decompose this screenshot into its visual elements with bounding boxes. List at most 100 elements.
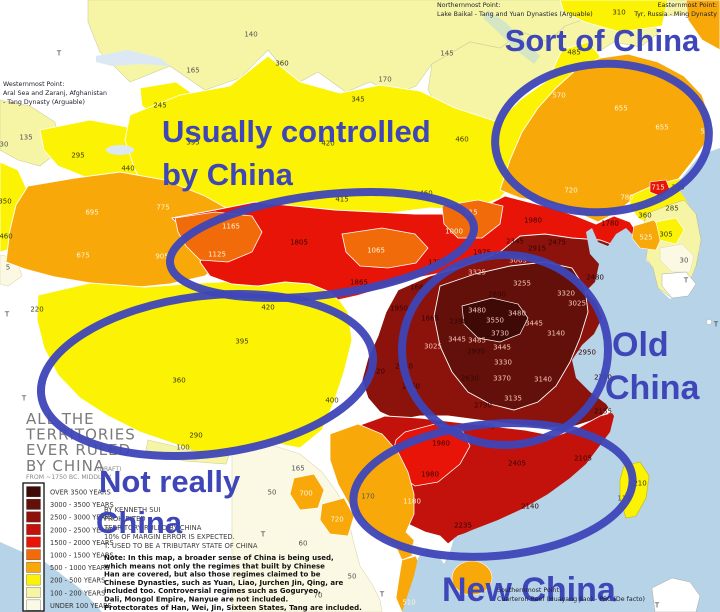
region-years-value: 70 (314, 592, 323, 600)
legend-item-label: 2500 - 3000 YEARS (50, 514, 114, 522)
region-years-value: 3325 (468, 269, 486, 277)
region-years-value: 360 (172, 377, 185, 385)
legend-item-label: 100 - 200 YEARS (50, 589, 105, 597)
region-years-value: 165 (291, 465, 304, 473)
region-years-value: 3255 (513, 280, 531, 288)
legend-swatch (26, 486, 41, 498)
region-years-value: 1950 (390, 305, 408, 313)
region-years-value: T (654, 602, 660, 610)
region-years-value: 460 (455, 136, 468, 144)
region-years-value: 3320 (557, 290, 575, 298)
region-years-value: 3480 (468, 307, 486, 315)
region-years-value: 1865 (350, 279, 368, 287)
region-years-value: 2480 (586, 274, 604, 282)
region-years-value: 3025 (424, 343, 442, 351)
annotation-texts: Sort of China Usually controlled by China O… (96, 23, 701, 609)
west-point-note-line: - Tang Dynasty (Arguable) (3, 99, 85, 106)
region-years-value: 780 (620, 194, 633, 202)
ryukyu-island (706, 319, 712, 325)
lake-baikal (483, 10, 540, 64)
region-years-value: 3135 (504, 395, 522, 403)
region-years-value: 905 (155, 253, 168, 261)
region-years-value: 1865 (421, 315, 439, 323)
region-years-value: 360 (275, 60, 288, 68)
region-years-value: 295 (71, 152, 84, 160)
region-years-value: 3445 (448, 336, 466, 344)
annotation-new-china: New China (442, 571, 617, 609)
south-point-note-line: Cuarteron Reef (Huayang Jiao) - PRC (De … (497, 596, 645, 603)
credits-line: TERRITORY RULED BY CHINA (103, 524, 202, 532)
korea-north-orange (631, 219, 664, 251)
region-years-value: 1980 (524, 217, 542, 225)
region-years-value: 360 (638, 212, 651, 220)
region-china-darkest (461, 297, 529, 343)
legend-subtitle: FROM ~1750 BC. MIDDLE X (26, 474, 112, 481)
region-years-value: 1980 (421, 471, 439, 479)
region-years-value: 400 (325, 397, 338, 405)
annotation-not-really: Not really (99, 464, 241, 499)
region-years-value: 420 (321, 140, 334, 148)
region-years-value: 1975 (473, 249, 491, 257)
annotation-sort-of-china: Sort of China (505, 23, 700, 58)
hainan-island (451, 560, 493, 596)
region-ordos-orange (341, 227, 429, 269)
note-line: Note: In this map, a broader sense of Ch… (104, 554, 334, 562)
usually-controlled-ring (166, 187, 478, 303)
region-years-value: 510 (402, 599, 415, 607)
region-years-value: T (379, 591, 385, 599)
south-point-note-line: Southernmost Point: (497, 587, 561, 594)
region-years-value: 2900 (467, 348, 485, 356)
region-years-value: 3480 (508, 310, 526, 318)
region-years-value: 2475 (548, 239, 566, 247)
region-years-value: 420 (261, 304, 274, 312)
credits-line: 10% OF MARGIN ERROR IS EXPECTED. (104, 533, 235, 541)
region-years-value: 3025 (568, 300, 586, 308)
sort-of-china-ring (491, 59, 713, 217)
luzon-island (651, 577, 701, 612)
region-years-value: 440 (121, 165, 134, 173)
legend-swatch (26, 549, 41, 561)
region-years-value: 2345 (506, 238, 524, 246)
region-years-value: 135 (19, 134, 32, 142)
region-years-value: 2890 (488, 291, 506, 299)
region-years-value: 3485 (468, 337, 486, 345)
region-years-value: 220 (30, 306, 43, 314)
korea-north-yellow (655, 217, 685, 245)
region-years-value: 3140 (547, 330, 565, 338)
region-years-value: 1000 (445, 228, 463, 236)
region-years-value: 460 (0, 233, 13, 241)
region-years-value: 350 (0, 198, 12, 206)
legend-title-line: BY CHINA (26, 457, 105, 475)
note-line: Han are covered, but also those regimes … (104, 571, 321, 579)
region-years-value: 2790 (474, 402, 492, 410)
note-line: which means not only the regimes that bu… (104, 562, 325, 570)
region-years-value: 675 (76, 252, 89, 260)
region-years-value: 100 (176, 444, 189, 452)
credits-line: PROHIBITED (104, 515, 146, 523)
north-point-note-line: Northernmost Point: (437, 2, 500, 9)
region-years-value: 60 (299, 540, 308, 548)
old-china-ring (398, 251, 612, 449)
region-years-value: 720 (330, 516, 343, 524)
annotation-old: Old (612, 326, 669, 364)
region-years-value: 1660 (410, 284, 428, 292)
region-years-value: 2630 (461, 375, 479, 383)
legend-item-label: 1000 - 1500 YEARS (50, 552, 114, 560)
region-topright-orange (685, 0, 720, 51)
extreme-point-notes: Westernmost Point: Aral Sea and Zaranj, A… (3, 2, 717, 603)
annotation-ellipses (36, 59, 713, 561)
legend-title-line: ALL THE (26, 410, 95, 428)
region-years-value: 2405 (508, 460, 526, 468)
region-years-value: T (4, 311, 10, 319)
region-years-value: 525 (639, 234, 652, 242)
region-years-value: 310 (612, 9, 625, 17)
annotation-by-china: by China (162, 157, 294, 192)
region-years-value: 140 (244, 31, 257, 39)
region-years-value: 655 (614, 105, 627, 113)
legend-swatch (26, 524, 41, 535)
not-really-ring (36, 289, 378, 461)
region-years-value: 775 (156, 204, 169, 212)
region-years-value: 1125 (208, 251, 226, 259)
